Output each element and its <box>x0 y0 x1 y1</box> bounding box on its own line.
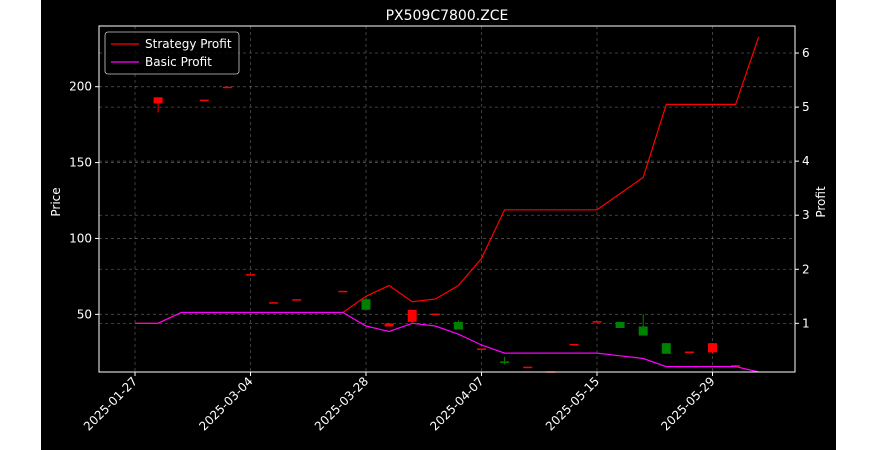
x-tick-label: 2025-03-04 <box>196 374 255 433</box>
y2-tick-label: 3 <box>802 208 810 222</box>
candle-body <box>661 343 671 354</box>
candle-body <box>384 323 394 327</box>
candle-body <box>153 97 163 104</box>
plot-frame <box>98 25 796 373</box>
y-tick-label: 200 <box>69 80 92 94</box>
legend-box <box>104 31 240 75</box>
x-tick-label: 2025-05-15 <box>543 374 602 433</box>
candle-body <box>684 351 694 354</box>
candle-body <box>500 361 510 363</box>
x-tick-label: 2025-04-07 <box>427 374 486 433</box>
candle-body <box>338 290 348 293</box>
candle-body <box>430 313 440 316</box>
candle-body <box>477 348 486 350</box>
candle-body <box>246 274 255 276</box>
legend-label-basic: Basic Profit <box>145 55 212 69</box>
candle-body <box>407 309 417 322</box>
candle-body <box>292 299 302 301</box>
grid-lines <box>99 26 795 372</box>
right-axis: 1 2 3 4 5 6 <box>795 46 810 330</box>
strategy-profit-line <box>135 36 760 324</box>
candles-group <box>153 86 741 373</box>
profit-lines-group <box>135 36 760 373</box>
candle-body <box>638 326 648 336</box>
y-tick-label: 100 <box>69 231 92 245</box>
candle-body <box>523 366 533 369</box>
chart-svg: PX509C7800.ZCE 50 100 150 200 1 2 3 4 5 6 2025-0… <box>49 8 828 433</box>
candle-body <box>731 365 741 367</box>
candle-body <box>269 302 279 304</box>
y2-tick-label: 6 <box>802 46 810 60</box>
x-tick-label: 2025-03-28 <box>312 374 371 433</box>
candle-body <box>361 299 371 310</box>
basic-profit-line <box>135 311 759 373</box>
chart-title: PX509C7800.ZCE <box>386 8 509 24</box>
y-axis-label: Price <box>49 187 63 216</box>
y2-axis-label: Profit <box>814 186 828 218</box>
x-tick-label: 2025-01-27 <box>81 374 140 433</box>
x-axis: 2025-01-27 2025-03-04 2025-03-28 2025-04-07… <box>81 372 718 433</box>
y2-tick-label: 1 <box>802 316 810 330</box>
x-tick-label: 2025-05-29 <box>658 374 717 433</box>
candle-body <box>453 321 463 330</box>
left-axis: 50 100 150 200 <box>69 80 99 321</box>
candle-body <box>199 99 209 102</box>
y-tick-label: 150 <box>69 156 92 170</box>
candle-body <box>592 321 602 323</box>
y-tick-label: 50 <box>77 307 92 321</box>
y2-tick-label: 4 <box>802 154 810 168</box>
candle-body <box>708 343 717 353</box>
chart-figure: PX509C7800.ZCE 50 100 150 200 1 2 3 4 5 6 2025-0… <box>41 0 836 450</box>
candle-body <box>569 343 579 346</box>
candle-body <box>615 321 625 328</box>
candle-body <box>222 86 232 89</box>
y2-tick-label: 5 <box>802 100 810 114</box>
y2-tick-label: 2 <box>802 262 810 276</box>
legend: Strategy Profit Basic Profit <box>104 31 240 75</box>
legend-label-strategy: Strategy Profit <box>145 37 232 51</box>
